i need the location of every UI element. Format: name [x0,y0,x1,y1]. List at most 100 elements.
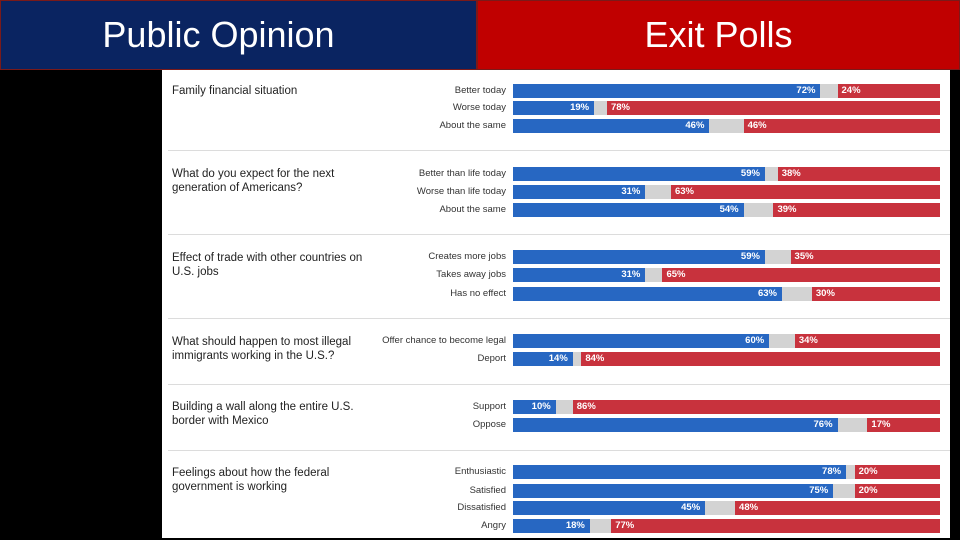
section-divider [168,234,950,235]
republican-value-label: 20% [858,466,878,477]
democrat-value-label: 72% [796,85,816,96]
republican-value-label: 24% [841,85,861,96]
question-label: Building a wall along the entire U.S. bo… [172,401,354,427]
democrat-bar [513,484,834,498]
other-bar [705,501,736,515]
category-label: Satisfied [469,485,506,496]
republican-value-label: 86% [576,401,596,412]
other-bar [764,250,791,264]
category-label: Offer chance to become legal [382,335,506,346]
republican-value-label: 20% [858,485,878,496]
other-bar [769,334,795,348]
republican-bar [854,484,940,498]
democrat-value-label: 78% [822,466,842,477]
democrat-value-label: 76% [813,419,833,430]
democrat-value-label: 46% [685,120,705,131]
democrat-value-label: 59% [740,251,760,262]
republican-bar [581,352,940,366]
question-label: Feelings about how the federal governmen… [172,467,330,493]
democrat-bar [513,287,782,301]
other-bar [782,287,812,301]
democrat-bar [513,84,821,98]
republican-bar [572,400,940,414]
democrat-value-label: 59% [740,168,760,179]
other-bar [572,352,582,366]
democrat-bar [513,185,646,199]
category-label: About the same [439,120,506,131]
republican-value-label: 17% [871,419,891,430]
democrat-bar [513,352,573,366]
category-label: Has no effect [450,288,506,299]
other-bar [846,465,855,479]
republican-value-label: 46% [747,120,767,131]
democrat-value-label: 54% [719,204,739,215]
republican-value-label: 63% [674,186,694,197]
democrat-bar [513,268,646,282]
republican-bar [837,84,940,98]
republican-bar [670,185,940,199]
republican-bar [777,167,940,181]
other-bar [743,203,774,217]
question-label: What do you expect for the next generati… [172,168,335,194]
other-bar [645,185,671,199]
public-opinion-title: Public Opinion [102,14,335,55]
republican-bar [867,418,940,432]
section-divider [168,150,950,151]
republican-value-label: 30% [815,288,835,299]
democrat-bar [513,119,710,133]
republican-value-label: 78% [610,102,630,113]
category-label: Enthusiastic [454,466,506,477]
democrat-bar [513,250,765,264]
democrat-value-label: 31% [621,186,641,197]
other-bar [764,167,778,181]
republican-value-label: 48% [739,502,759,513]
democrat-value-label: 10% [531,401,551,412]
republican-bar [773,203,940,217]
democrat-value-label: 75% [809,485,829,496]
section-divider [168,450,950,451]
exit-polls-header: Exit Polls [477,0,960,70]
category-label: Deport [477,353,506,364]
question-label: Family financial situation [172,85,298,97]
republican-bar [794,334,940,348]
democrat-bar [513,418,838,432]
category-label: About the same [439,204,506,215]
other-bar [589,519,612,533]
question-label: What should happen to most illegal immig… [172,336,351,362]
democrat-bar [513,400,556,414]
other-bar [837,418,868,432]
democrat-bar [513,465,847,479]
republican-value-label: 77% [615,520,635,531]
other-bar [555,400,573,414]
democrat-bar [513,501,706,515]
category-label: Better today [454,85,506,96]
category-label: Oppose [472,419,506,430]
republican-bar [811,287,940,301]
democrat-value-label: 45% [681,502,701,513]
republican-bar [854,465,940,479]
democrat-bar [513,101,595,115]
republican-bar [790,250,940,264]
other-bar [594,101,607,115]
republican-value-label: 39% [777,204,797,215]
section-divider [168,384,950,385]
category-label: Creates more jobs [428,251,506,262]
public-opinion-header: Public Opinion [0,0,477,70]
question-label: Effect of trade with other countries on … [172,252,363,278]
other-bar [709,119,744,133]
republican-bar [611,519,940,533]
republican-bar [662,268,940,282]
section-divider [168,318,950,319]
democrat-value-label: 18% [565,520,585,531]
category-label: Worse today [452,102,506,113]
democrat-bar [513,167,765,181]
category-label: Worse than life today [416,186,506,197]
republican-value-label: 35% [794,251,814,262]
republican-value-label: 65% [666,269,686,280]
democrat-bar [513,519,590,533]
republican-bar [743,119,940,133]
category-label: Dissatisfied [457,502,506,513]
republican-bar [735,501,940,515]
category-label: Better than life today [418,168,506,179]
republican-value-label: 38% [781,168,801,179]
